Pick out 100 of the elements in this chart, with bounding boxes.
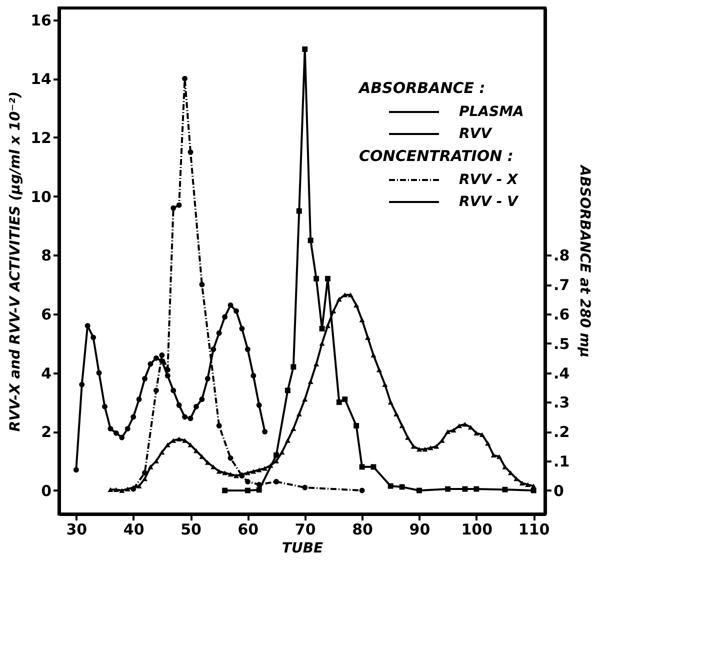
point <box>234 308 239 314</box>
point <box>222 488 228 494</box>
point <box>244 346 250 352</box>
x-tick-label: 110 <box>518 520 550 538</box>
point <box>244 488 250 494</box>
legend-label: PLASMA <box>459 104 524 120</box>
point <box>84 322 90 328</box>
point <box>73 467 79 473</box>
y-tick-label: 6 <box>41 305 52 324</box>
point <box>388 483 394 489</box>
annotation: CONCENTRATION : <box>359 147 514 165</box>
y2-axis-title: ABSORBANCE at 280 mμ <box>576 164 593 358</box>
point <box>170 388 176 394</box>
point <box>239 326 245 332</box>
annotation: ABSORBANCE : <box>358 79 486 97</box>
point <box>182 414 188 420</box>
point <box>210 346 216 352</box>
point <box>124 426 130 432</box>
point <box>228 302 234 308</box>
point <box>216 423 222 428</box>
point <box>204 376 210 382</box>
point <box>108 426 114 432</box>
legend-label: RVV - Ⅴ <box>459 194 520 210</box>
y-tick-label: 12 <box>30 128 52 147</box>
y2-tick-label: .1 <box>554 452 570 471</box>
point <box>319 326 325 332</box>
x-tick-label: 90 <box>409 520 430 538</box>
point <box>153 388 159 394</box>
x-tick-label: 50 <box>180 520 202 538</box>
point <box>359 488 365 494</box>
point <box>250 373 256 378</box>
y2-tick-label: .3 <box>554 394 570 412</box>
x-tick-label: 70 <box>294 520 316 538</box>
point <box>256 402 262 408</box>
point <box>119 434 125 440</box>
point <box>502 486 508 492</box>
y2-tick-label: 0 <box>554 482 564 500</box>
y-tick-label: 4 <box>41 364 52 382</box>
x-axis-title: TUBE <box>282 540 324 556</box>
y-tick-label: 10 <box>30 188 52 206</box>
point <box>274 452 280 458</box>
point <box>342 396 348 402</box>
point <box>228 455 234 461</box>
y2-tick-label: .5 <box>554 334 570 353</box>
point <box>102 404 108 410</box>
point <box>188 149 194 155</box>
point <box>90 334 96 340</box>
point <box>284 388 290 394</box>
y2-tick-label: .4 <box>554 364 570 382</box>
point <box>153 355 159 361</box>
x-tick-label: 30 <box>66 520 88 538</box>
point <box>222 314 228 320</box>
point <box>354 423 360 428</box>
point <box>445 486 451 492</box>
x-tick-label: 80 <box>352 520 373 538</box>
point <box>188 416 194 422</box>
point <box>324 276 330 282</box>
y-tick-label: 0 <box>41 482 52 500</box>
point <box>274 478 280 484</box>
point <box>302 484 308 490</box>
point <box>336 399 342 405</box>
point <box>370 464 376 470</box>
point <box>416 488 422 494</box>
point <box>182 76 188 82</box>
point <box>136 396 142 402</box>
x-tick-label: 60 <box>238 520 259 538</box>
point <box>290 364 296 370</box>
point <box>244 478 250 484</box>
point <box>199 396 205 402</box>
legend-label: RVV <box>459 126 493 142</box>
point <box>193 404 199 410</box>
point <box>308 238 314 244</box>
point <box>216 330 222 336</box>
x-tick-label: 100 <box>461 520 493 538</box>
point <box>142 376 148 382</box>
y-tick-label: 2 <box>41 423 52 442</box>
legend-label: RVV - Ⅹ <box>459 172 520 188</box>
y-axis-title: RVV-Ⅹ and RVV-Ⅴ ACTIVITIES (μg/ml x 10⁻²) <box>8 91 24 432</box>
point <box>256 487 262 493</box>
point <box>96 370 102 376</box>
y-tick-label: 16 <box>30 11 52 30</box>
point <box>314 276 320 282</box>
y2-tick-label: .8 <box>554 246 570 265</box>
point <box>113 430 119 436</box>
y2-tick-label: .6 <box>554 305 570 324</box>
point <box>302 46 308 52</box>
point <box>474 486 480 492</box>
point <box>164 373 170 378</box>
y2-tick-label: .2 <box>554 423 570 442</box>
point <box>130 414 136 420</box>
point <box>399 484 405 490</box>
point <box>359 464 365 470</box>
point <box>148 361 154 367</box>
x-tick-label: 40 <box>123 520 144 538</box>
point <box>159 352 165 358</box>
point <box>170 205 176 211</box>
y2-tick-label: .7 <box>554 276 570 294</box>
point <box>296 208 302 214</box>
y-tick-label: 14 <box>30 70 52 88</box>
y-tick-label: 8 <box>41 246 52 265</box>
